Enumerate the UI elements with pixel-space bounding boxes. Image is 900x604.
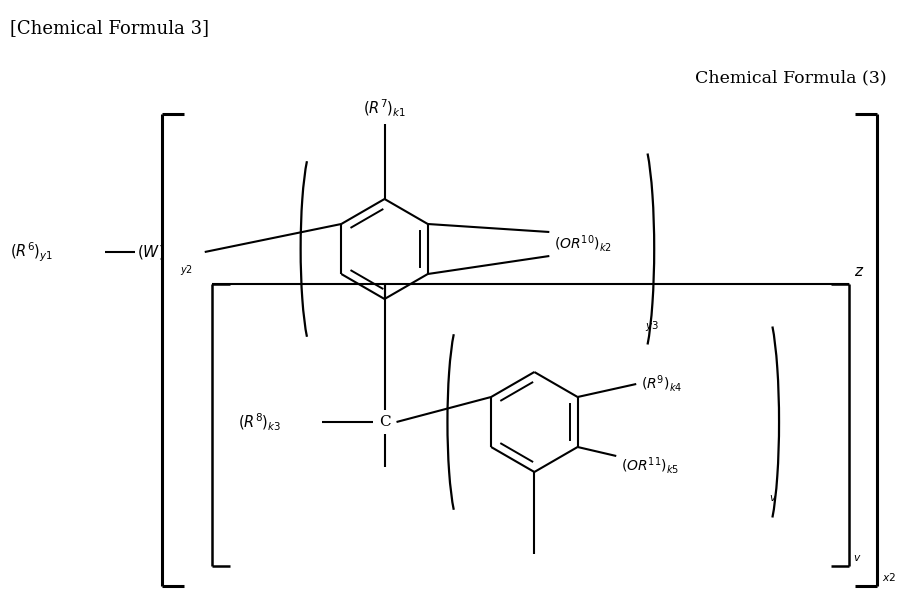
Text: C: C bbox=[379, 415, 391, 429]
Text: $_{y2}$: $_{y2}$ bbox=[180, 263, 193, 278]
Text: $_{x2}$: $_{x2}$ bbox=[882, 569, 896, 584]
Text: $z$: $z$ bbox=[854, 264, 864, 279]
Text: [Chemical Formula 3]: [Chemical Formula 3] bbox=[10, 19, 209, 37]
Text: $(OR^{11})_{k5}$: $(OR^{11})_{k5}$ bbox=[621, 455, 680, 477]
Text: $_{v}$: $_{v}$ bbox=[853, 549, 861, 564]
Text: $(R^7)_{k1}$: $(R^7)_{k1}$ bbox=[363, 98, 406, 119]
Text: $(R^6)_{y1}$: $(R^6)_{y1}$ bbox=[10, 240, 53, 264]
Text: $(W)$: $(W)$ bbox=[137, 243, 165, 261]
Text: $(R^8)_{k3}$: $(R^8)_{k3}$ bbox=[238, 411, 281, 432]
Text: $_{v}$: $_{v}$ bbox=[770, 489, 778, 504]
Text: $(OR^{10})_{k2}$: $(OR^{10})_{k2}$ bbox=[554, 234, 612, 254]
Text: Chemical Formula (3): Chemical Formula (3) bbox=[696, 69, 886, 86]
Text: $(R^9)_{k4}$: $(R^9)_{k4}$ bbox=[641, 373, 682, 394]
Text: $_{y3}$: $_{y3}$ bbox=[645, 319, 659, 334]
